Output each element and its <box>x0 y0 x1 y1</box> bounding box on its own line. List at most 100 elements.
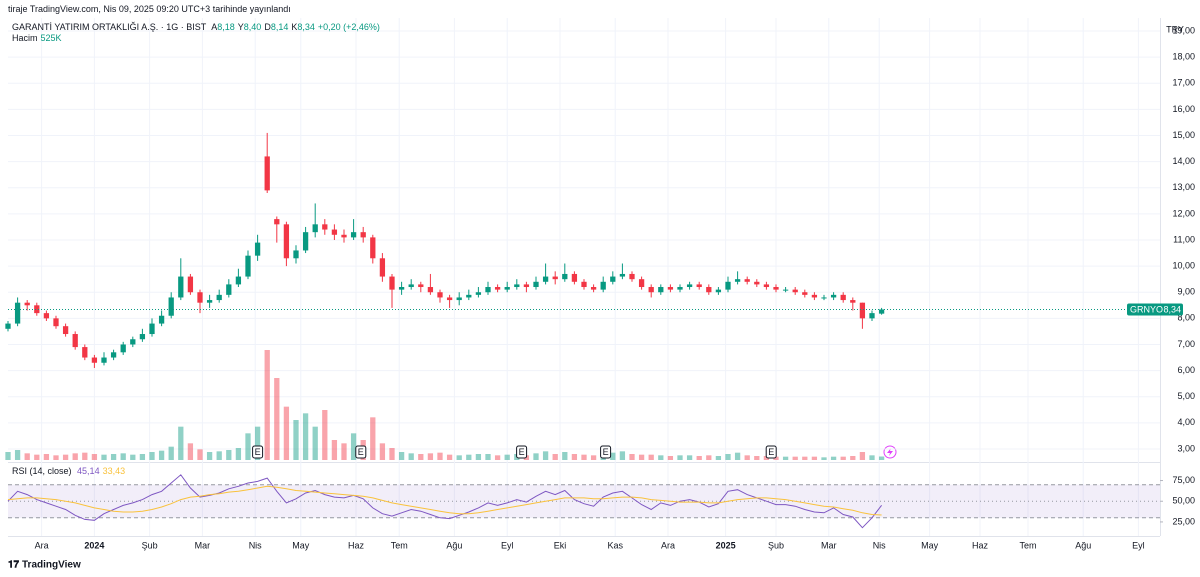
x-tick-label: May <box>921 540 939 550</box>
candle-body <box>523 284 530 288</box>
volume-bar <box>139 454 146 460</box>
volume-bar <box>24 453 30 460</box>
candle-body <box>110 352 117 358</box>
last-price-label: 8,34 <box>1163 304 1181 314</box>
candle-body <box>322 224 328 230</box>
candle-body <box>850 300 856 303</box>
volume-bar <box>648 454 654 460</box>
candle-body <box>24 302 30 306</box>
header: tiraje TradingView.com, Nis 09, 2025 09:… <box>8 4 291 14</box>
candle-body <box>283 224 290 259</box>
candle-body <box>658 287 664 293</box>
volume-title: Hacim <box>12 33 38 43</box>
candle-body <box>869 313 875 319</box>
volume-bar <box>782 456 789 460</box>
candle-body <box>302 232 309 251</box>
volume-bar <box>379 443 386 460</box>
candle-body <box>696 284 702 288</box>
volume-bar <box>859 452 866 460</box>
candle-body <box>120 344 126 353</box>
x-tick-label: Tem <box>1019 540 1036 550</box>
candle-body <box>533 281 539 288</box>
candle-body <box>139 334 146 340</box>
candle-body <box>446 297 453 301</box>
volume-bar <box>504 454 510 460</box>
candle-body <box>53 318 59 327</box>
candle-body <box>648 287 654 293</box>
volume-bar <box>715 456 722 460</box>
ohlc-value: 8,18 <box>217 22 235 32</box>
candle-body <box>504 287 510 290</box>
logo-mark: 𝟏𝟕 <box>8 560 20 571</box>
candle-body <box>427 287 434 293</box>
candle-body <box>494 287 501 290</box>
candle-body <box>149 323 155 335</box>
volume-bar <box>725 454 731 460</box>
candle-body <box>216 294 222 301</box>
y-tick-label: 8,00 <box>1177 313 1195 323</box>
ohlc-value: 8,40 <box>243 22 262 32</box>
candle-body <box>398 287 405 290</box>
volume-bar <box>869 455 875 460</box>
last-price-name: GRNYO <box>1130 304 1163 314</box>
candle-body <box>158 315 165 324</box>
candle-body <box>571 273 578 282</box>
y-tick-label: 10,00 <box>1172 260 1195 270</box>
volume-bar <box>206 452 213 460</box>
y-tick-label: 16,00 <box>1172 104 1195 114</box>
candle-body <box>878 309 885 314</box>
volume-bar <box>696 456 702 460</box>
volume-bar <box>456 455 462 460</box>
candle-body <box>264 156 270 191</box>
candle-body <box>715 289 722 293</box>
change: +0,20 (+2,46%) <box>317 22 380 32</box>
y-tick-label: 13,00 <box>1172 182 1195 192</box>
candle-body <box>312 224 318 233</box>
rsi-legend: RSI (14, close) 45,14 33,43 <box>12 466 128 476</box>
volume-bar <box>437 452 443 460</box>
volume-bar <box>62 454 69 460</box>
candle-body <box>293 250 299 259</box>
volume-bar <box>802 456 808 460</box>
event-marker <box>516 445 528 459</box>
candle-body <box>360 232 366 238</box>
candle-body <box>389 276 395 290</box>
candle-body <box>72 334 78 348</box>
candle-body <box>82 347 88 358</box>
candle-body <box>734 279 741 282</box>
volume-bar <box>744 455 750 460</box>
pane-divider <box>8 462 1160 463</box>
candle-body <box>34 305 40 314</box>
volume-bar <box>446 454 453 460</box>
rsi-line <box>7 485 882 516</box>
candle-body <box>840 294 846 301</box>
event-label: E <box>358 447 364 457</box>
candle-body <box>619 273 626 277</box>
volume-bar <box>408 453 414 460</box>
candle-body <box>370 237 376 259</box>
y-unit: TRY <box>1166 24 1184 34</box>
candle-body <box>187 276 194 293</box>
event-label: E <box>519 447 525 457</box>
volume-bar <box>686 455 693 460</box>
candle-body <box>706 287 712 293</box>
y-tick-label: 6,00 <box>1177 365 1195 375</box>
candle-body <box>130 339 136 345</box>
volume-bar <box>341 443 347 460</box>
candle-body <box>350 232 357 238</box>
candle-body <box>168 297 174 316</box>
volume-bar <box>840 456 846 460</box>
volume-bar <box>562 452 568 460</box>
candle-body <box>235 276 242 285</box>
candle-body <box>101 357 107 363</box>
y-tick-label: 9,00 <box>1177 287 1195 297</box>
y-tick-label: 7,00 <box>1177 339 1195 349</box>
x-tick-label: Şub <box>768 540 784 550</box>
volume-bar <box>830 456 837 460</box>
volume-bar <box>754 456 760 460</box>
candle-body <box>782 289 789 291</box>
candle-body <box>600 281 606 290</box>
x-tick-label: Mar <box>821 540 837 550</box>
candle-body <box>418 284 424 288</box>
candle-body <box>245 255 251 277</box>
